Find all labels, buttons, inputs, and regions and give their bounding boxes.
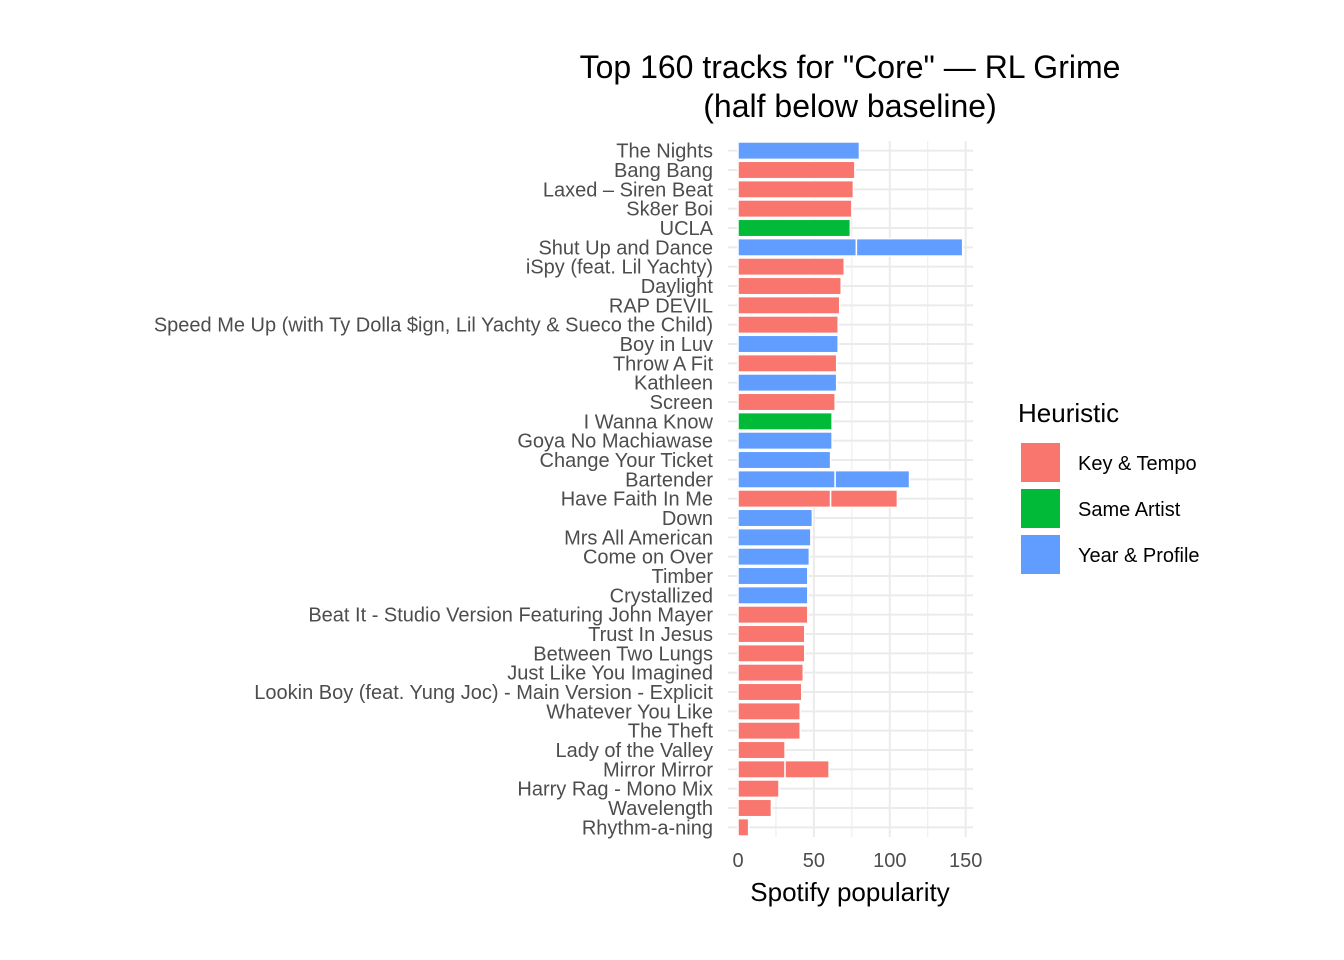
bar-ucla — [737, 218, 852, 238]
legend-title: Heuristic — [1018, 398, 1119, 428]
bar-wavelength — [737, 798, 773, 818]
bar-bang-bang — [737, 160, 856, 180]
y-tick-label: I Wanna Know — [584, 411, 714, 433]
bars — [737, 141, 964, 837]
bar-bartender-segment-1 — [737, 469, 836, 489]
y-tick-label: UCLA — [660, 218, 714, 240]
y-tick-label: Lady of the Valley — [555, 740, 713, 762]
x-tick-label: 100 — [873, 850, 906, 872]
y-tick-label: Come on Over — [583, 547, 713, 569]
y-tick-label: Goya No Machiawase — [517, 431, 713, 453]
bar-rap-devil — [737, 295, 841, 315]
y-tick-label: Boy in Luv — [620, 334, 713, 356]
bar-come-on-over — [737, 547, 811, 567]
y-tick-label: Laxed – Siren Beat — [543, 179, 714, 201]
chart-subtitle: (half below baseline) — [703, 88, 997, 124]
bar-have-faith-in-me-segment-2 — [829, 489, 899, 509]
legend-label-same-artist: Same Artist — [1078, 499, 1181, 521]
bar-harry-rag-mono-mix — [737, 779, 780, 799]
bar-laxed-siren-beat — [737, 179, 855, 199]
legend-key-year-profile — [1021, 535, 1060, 574]
bar-change-your-ticket — [737, 450, 832, 470]
legend-label-key-tempo: Key & Tempo — [1078, 453, 1197, 475]
bar-crystallized — [737, 585, 809, 605]
y-tick-label: The Theft — [628, 721, 714, 743]
bar-i-wanna-know — [737, 411, 833, 431]
y-tick-label: Bartender — [625, 469, 713, 491]
y-tick-label: Crystallized — [610, 585, 713, 607]
bar-daylight — [737, 276, 842, 296]
bar-kathleen — [737, 373, 838, 393]
y-tick-label: RAP DEVIL — [609, 295, 713, 317]
legend-key-same-artist — [1021, 489, 1060, 528]
y-tick-label: Mrs All American — [564, 527, 713, 549]
y-tick-label: Kathleen — [634, 373, 713, 395]
y-tick-label: Just Like You Imagined — [507, 663, 713, 685]
bar-have-faith-in-me-segment-1 — [737, 489, 832, 509]
bar-the-theft — [737, 721, 801, 741]
y-tick-label: Mirror Mirror — [603, 759, 713, 781]
bar-lookin-boy-feat-yung-joc-main-version-explicit — [737, 682, 803, 702]
x-axis-title: Spotify popularity — [750, 877, 949, 907]
y-tick-label: Throw A Fit — [613, 353, 713, 375]
y-tick-label: Whatever You Like — [546, 701, 713, 723]
bar-shut-up-and-dance-segment-2 — [855, 237, 964, 257]
legend-label-year-profile: Year & Profile — [1078, 545, 1200, 567]
bar-shut-up-and-dance-segment-1 — [737, 237, 858, 257]
y-tick-label: Trust In Jesus — [588, 624, 713, 646]
bar-mirror-mirror-segment-2 — [784, 759, 830, 779]
bar-beat-it-studio-version-featuring-john-mayer — [737, 605, 809, 625]
y-tick-label: Down — [662, 508, 713, 530]
legend: Heuristic Key & Tempo Same Artist Year & P… — [1018, 398, 1200, 574]
bar-throw-a-fit — [737, 353, 838, 373]
y-tick-label: Beat It - Studio Version Featuring John … — [308, 605, 713, 627]
y-tick-label: iSpy (feat. Lil Yachty) — [526, 257, 713, 279]
y-tick-label: Speed Me Up (with Ty Dolla $ign, Lil Yac… — [154, 315, 713, 337]
bar-speed-me-up-with-ty-dolla-ign-lil-yachty-sueco-the-child — [737, 315, 839, 335]
bar-boy-in-luv — [737, 334, 839, 354]
bar-screen — [737, 392, 836, 412]
legend-key-key-tempo — [1021, 443, 1060, 482]
y-tick-label: Daylight — [641, 276, 714, 298]
bar-down — [737, 508, 814, 528]
x-tick-label: 150 — [949, 850, 982, 872]
bar-just-like-you-imagined — [737, 663, 805, 683]
y-tick-label: Harry Rag - Mono Mix — [517, 779, 713, 801]
bar-ispy-feat-lil-yachty — [737, 257, 846, 277]
bar-between-two-lungs — [737, 643, 806, 663]
y-tick-label: Shut Up and Dance — [538, 237, 713, 259]
y-tick-label: Timber — [652, 566, 714, 588]
bar-lady-of-the-valley — [737, 740, 786, 760]
y-tick-label: Bang Bang — [614, 160, 713, 182]
y-tick-label: Between Two Lungs — [533, 643, 713, 665]
x-axis-ticks: 0 50 100 150 — [732, 850, 982, 872]
bar-bartender-segment-2 — [834, 469, 911, 489]
y-tick-label: Change Your Ticket — [540, 450, 714, 472]
y-tick-label: The Nights — [616, 141, 713, 163]
bar-whatever-you-like — [737, 701, 801, 721]
y-tick-label: Rhythm-a-ning — [582, 817, 713, 839]
bar-mrs-all-american — [737, 527, 812, 547]
bar-rhythm-a-ning — [737, 817, 750, 837]
x-tick-label: 50 — [803, 850, 825, 872]
bar-goya-no-machiawase — [737, 431, 833, 451]
y-tick-label: Have Faith In Me — [561, 489, 713, 511]
bar-mirror-mirror-segment-1 — [737, 759, 786, 779]
bar-sk8er-boi — [737, 199, 853, 219]
bar-timber — [737, 566, 809, 586]
y-tick-label: Wavelength — [608, 798, 713, 820]
x-tick-label: 0 — [732, 850, 743, 872]
bar-the-nights — [737, 141, 861, 161]
bar-trust-in-jesus — [737, 624, 806, 644]
y-tick-label: Lookin Boy (feat. Yung Joc) - Main Versi… — [254, 682, 713, 704]
chart-title: Top 160 tracks for "Core" — RL Grime — [580, 49, 1121, 85]
y-tick-label: Screen — [650, 392, 713, 414]
y-tick-label: Sk8er Boi — [626, 199, 713, 221]
